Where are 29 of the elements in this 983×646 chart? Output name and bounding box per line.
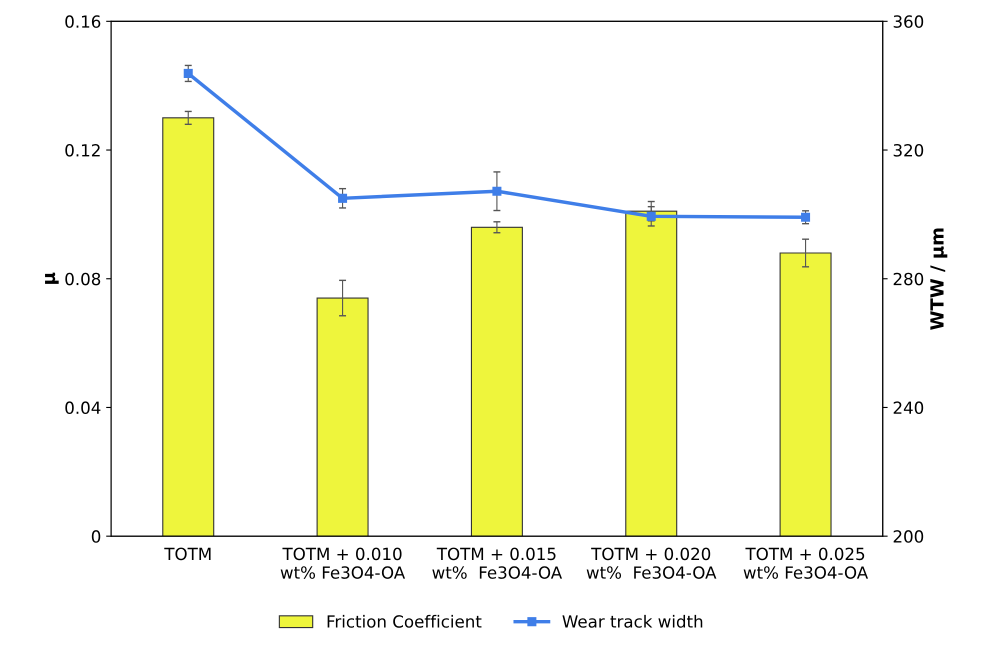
x-tick-label: TOTM + 0.010 wt% Fe3O4-OA bbox=[280, 548, 406, 579]
bar bbox=[162, 117, 214, 536]
y-tick-label: 0.16 bbox=[65, 15, 100, 28]
y2-tick-label: 240 bbox=[894, 401, 924, 414]
bar bbox=[470, 226, 523, 536]
bar bbox=[780, 252, 832, 536]
legend-label: Friction Coefficient bbox=[328, 614, 482, 628]
y-tick-label: 0.04 bbox=[65, 401, 100, 414]
legend-label: Wear track width bbox=[562, 614, 702, 628]
y2-axis-title: WTW / μm bbox=[930, 228, 948, 330]
point bbox=[338, 194, 348, 203]
point bbox=[801, 212, 810, 222]
y-axis-title: μ bbox=[45, 272, 59, 284]
y2-tick-label: 320 bbox=[894, 144, 924, 157]
point bbox=[184, 68, 193, 78]
x-tick-label: TOTM bbox=[164, 548, 211, 560]
point bbox=[492, 186, 502, 196]
bar bbox=[625, 210, 678, 536]
y2-tick-label: 200 bbox=[894, 530, 924, 543]
x-tick-label: TOTM + 0.015 wt% Fe3O4-OA bbox=[432, 548, 562, 579]
y-tick-label: 0.12 bbox=[65, 144, 100, 157]
y2-tick-label: 360 bbox=[894, 15, 924, 28]
y2-tick-label: 280 bbox=[894, 272, 924, 286]
point bbox=[646, 212, 656, 221]
y-tick-label: 0 bbox=[92, 530, 100, 543]
x-tick-label: TOTM + 0.020 wt% Fe3O4-OA bbox=[586, 548, 716, 579]
bar bbox=[316, 298, 369, 536]
y-tick-label: 0.08 bbox=[65, 272, 100, 286]
x-tick-label: TOTM + 0.025 wt% Fe3O4-OA bbox=[744, 548, 868, 579]
